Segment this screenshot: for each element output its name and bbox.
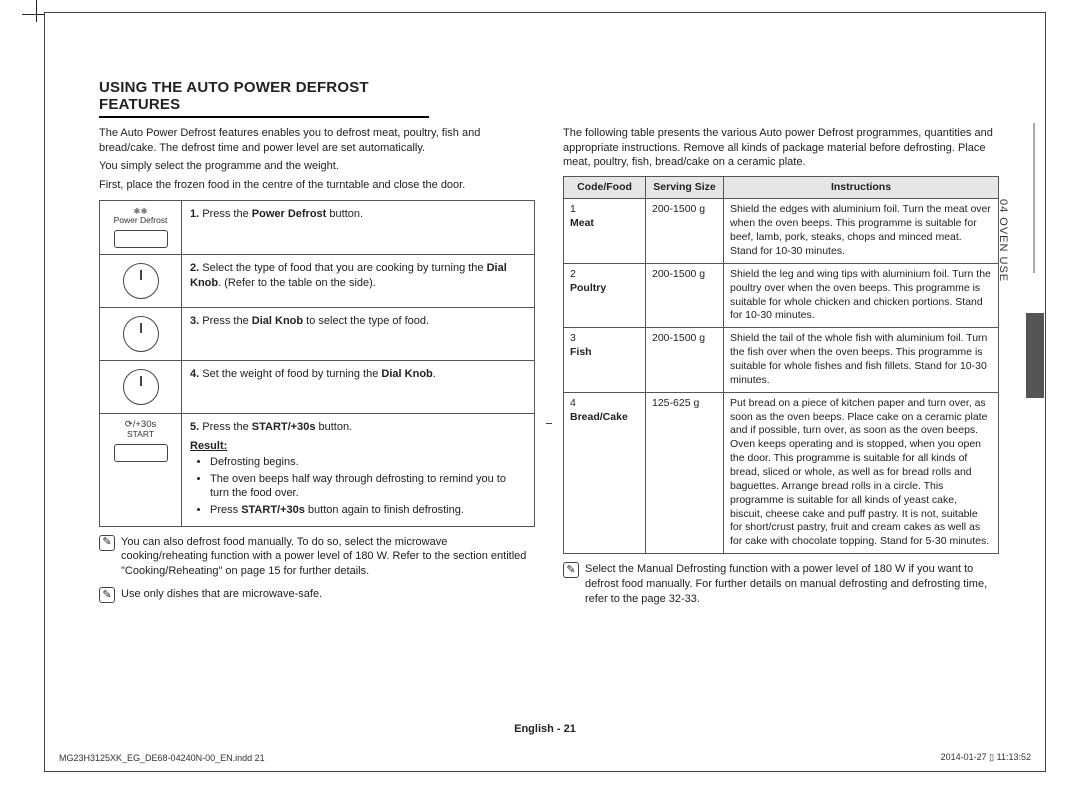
bullet-2: The oven beeps half way through defrosti… (210, 472, 526, 501)
footer-filename: MG23H3125XK_EG_DE68-04240N-00_EN.indd 21 (59, 753, 265, 763)
bullet-1: Defrosting begins. (210, 455, 526, 470)
th-code-food: Code/Food (564, 176, 646, 199)
dial-icon (123, 316, 159, 352)
steps-table: ❄❄ Power Defrost 1. Press the Power Defr… (99, 200, 535, 526)
table-header-row: Code/Food Serving Size Instructions (564, 176, 999, 199)
th-instructions: Instructions (724, 176, 999, 199)
step1-text: 1. Press the Power Defrost button. (182, 201, 535, 255)
note-icon: ✎ (99, 535, 115, 551)
step5-text: 5. Press the START/+30s button. Result: … (182, 413, 535, 526)
table-row: 4Bread/Cake 125-625 g Put bread on a pie… (564, 392, 999, 553)
right-intro: The following table presents the various… (563, 126, 999, 170)
table-row: 2Poultry 200-1500 g Shield the leg and w… (564, 263, 999, 327)
programme-table: Code/Food Serving Size Instructions 1Mea… (563, 176, 999, 555)
intro-p2: You simply select the programme and the … (99, 159, 535, 174)
dial-icon (123, 369, 159, 405)
right-column: The following table presents the various… (563, 126, 999, 607)
result-label: Result: (190, 440, 227, 452)
result-bullets: Defrosting begins. The oven beeps half w… (190, 455, 526, 517)
page-number: English - 21 (45, 723, 1045, 735)
manual-page: 04 OVEN USE USING THE AUTO POWER DEFROST… (44, 12, 1046, 772)
gutter-tick (546, 423, 552, 424)
note-icon: ✎ (99, 587, 115, 603)
intro-p1: The Auto Power Defrost features enables … (99, 126, 535, 155)
th-serving-size: Serving Size (646, 176, 724, 199)
button-shape-icon (114, 230, 168, 248)
step2-text: 2. Select the type of food that you are … (182, 254, 535, 307)
footer-timestamp: 2014-01-27 ▯ 11:13:52 (941, 752, 1031, 763)
bullet-3: Press START/+30s button again to finish … (210, 503, 526, 518)
note-manual-defrost-right: ✎ Select the Manual Defrosting function … (563, 562, 999, 607)
thumb-tab (1026, 313, 1044, 398)
defrost-icon-label: Power Defrost (108, 216, 173, 225)
step3-text: 3. Press the Dial Knob to select the typ… (182, 307, 535, 360)
intro-p3: First, place the frozen food in the cent… (99, 178, 535, 193)
table-row: 1Meat 200-1500 g Shield the edges with a… (564, 199, 999, 263)
step1-icon-cell: ❄❄ Power Defrost (100, 201, 182, 255)
left-column: The Auto Power Defrost features enables … (99, 126, 535, 607)
section-title: USING THE AUTO POWER DEFROST FEATURES (99, 79, 429, 118)
section-side-label: 04 OVEN USE (997, 199, 1009, 282)
note-icon: ✎ (563, 562, 579, 578)
step5-icon-cell: ⟳/+30s START (100, 413, 182, 526)
note-manual-defrost: ✎ You can also defrost food manually. To… (99, 535, 535, 580)
page-content: 04 OVEN USE USING THE AUTO POWER DEFROST… (99, 79, 999, 719)
step2-icon-cell (100, 254, 182, 307)
step4-icon-cell (100, 360, 182, 413)
step4-text: 4. Set the weight of food by turning the… (182, 360, 535, 413)
button-shape-icon (114, 444, 168, 462)
start-icon-label: START (108, 430, 173, 439)
step3-icon-cell (100, 307, 182, 360)
side-accent-bar (1033, 123, 1035, 273)
dial-icon (123, 263, 159, 299)
table-row: 3Fish 200-1500 g Shield the tail of the … (564, 328, 999, 392)
note-microwave-safe: ✎ Use only dishes that are microwave-saf… (99, 587, 535, 603)
